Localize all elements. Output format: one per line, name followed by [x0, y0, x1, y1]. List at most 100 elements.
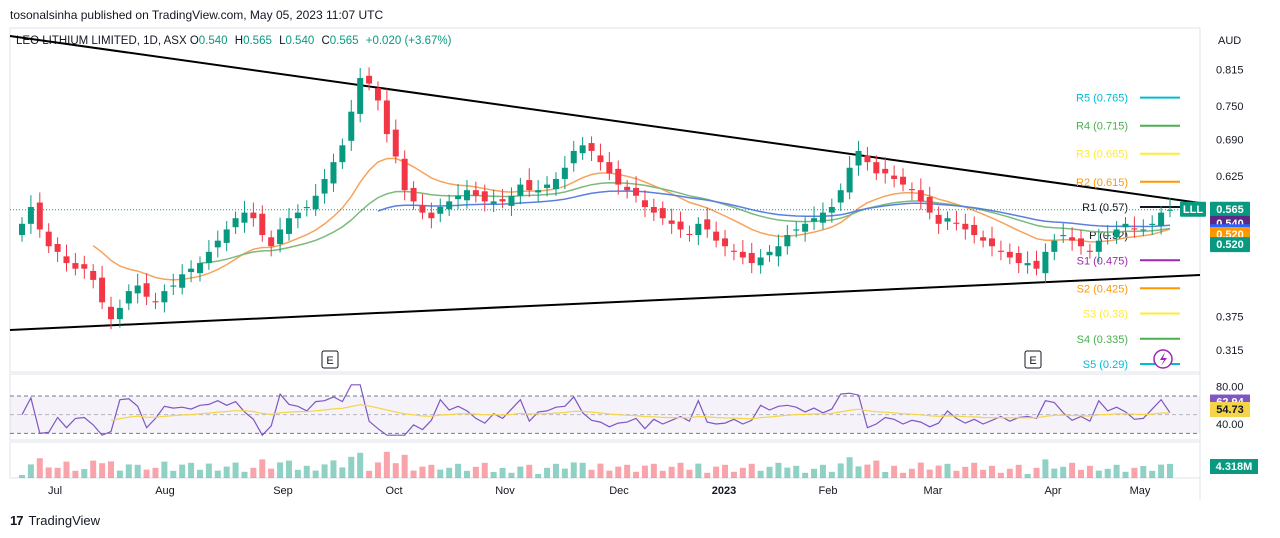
time-tick-label: Feb	[819, 485, 838, 497]
tradingview-logo[interactable]: 17 TradingView	[10, 513, 100, 528]
candle-body	[855, 150, 862, 166]
time-tick-label: Dec	[609, 485, 629, 497]
high-label: H	[234, 35, 244, 47]
candle-body	[944, 218, 951, 222]
candle-body	[793, 229, 800, 231]
candle-body	[1078, 238, 1085, 247]
price-badge	[1210, 201, 1250, 217]
volume-bar	[1086, 465, 1093, 478]
earnings-marker-label: E	[326, 355, 333, 367]
volume-bar	[81, 469, 88, 478]
price-tick-label: 0.315	[1216, 345, 1244, 357]
candle-body	[544, 184, 551, 188]
volume-bar	[926, 469, 933, 478]
volume-bar	[472, 466, 479, 478]
volume-bar	[232, 462, 239, 478]
volume-bar	[748, 463, 755, 478]
rsi-line	[21, 384, 1171, 437]
candle-body	[446, 201, 453, 210]
volume-bar	[428, 464, 435, 478]
candle-body	[1113, 229, 1120, 238]
candle-body	[526, 180, 533, 191]
time-tick-label: 2023	[712, 485, 736, 497]
candle-body	[188, 268, 195, 273]
earnings-marker-label: E	[1029, 355, 1036, 367]
volume-bar	[784, 467, 791, 478]
candle-body	[134, 285, 141, 294]
candle-body	[953, 222, 960, 224]
candle-body	[1140, 229, 1147, 231]
candle-body	[935, 214, 942, 224]
candle-body	[170, 285, 177, 287]
volume-bar	[597, 463, 604, 478]
candle-body	[268, 237, 275, 247]
volume-bar	[401, 454, 408, 478]
symbol-name: LEO LITHIUM LIMITED, 1D, ASX	[16, 35, 187, 47]
candle-body	[303, 207, 310, 209]
time-tick-label: May	[1130, 485, 1151, 497]
volume-bar	[615, 466, 622, 478]
volume-bar	[588, 469, 595, 478]
candle-body	[241, 212, 248, 223]
volume-bar	[1051, 468, 1058, 478]
volume-bar	[490, 472, 497, 478]
volume-bar	[1158, 464, 1165, 478]
candle-body	[374, 88, 381, 101]
volume-bar	[846, 457, 853, 478]
candle-body	[873, 162, 880, 174]
price-badge	[1210, 237, 1250, 253]
candle-body	[802, 223, 809, 232]
price-tick-label: 0.815	[1216, 65, 1244, 77]
volume-bar	[570, 462, 577, 478]
candle-body	[72, 263, 79, 269]
pivot-label-r5: R5 (0.765)	[1076, 93, 1128, 105]
candle-body	[962, 223, 969, 230]
volume-bar	[508, 472, 515, 478]
volume-bar	[908, 468, 915, 478]
candle-body	[677, 221, 684, 230]
volume-bar	[695, 463, 702, 478]
volume-bar	[1024, 474, 1031, 478]
volume-bar	[704, 472, 711, 478]
price-tick-label: 0.375	[1216, 311, 1244, 323]
volume-bar	[312, 470, 319, 478]
candle-body	[214, 240, 221, 248]
pivot-label-r4: R4 (0.715)	[1076, 121, 1128, 133]
volume-bar	[99, 463, 106, 478]
volume-bar	[962, 466, 969, 478]
candle-body	[1060, 235, 1067, 237]
candle-body	[27, 207, 34, 224]
price-pane	[9, 27, 1201, 373]
candle-body	[659, 208, 666, 219]
volume-bar	[855, 466, 862, 478]
candle-body	[472, 190, 479, 196]
volume-bar	[1015, 464, 1022, 478]
earnings-marker	[1024, 350, 1042, 369]
volume-bar	[828, 471, 835, 478]
candle-body	[223, 229, 230, 243]
volume-badge	[1210, 459, 1258, 474]
candle-body	[730, 250, 737, 252]
volume-bar	[188, 462, 195, 478]
candle-body	[846, 167, 853, 193]
volume-bar	[579, 462, 586, 478]
volume-bar	[980, 469, 987, 478]
volume-bar	[179, 464, 186, 478]
volume-bar	[196, 469, 203, 478]
volume-bar	[633, 471, 640, 478]
volume-bar	[819, 464, 826, 478]
candle-body	[1006, 251, 1013, 258]
price-tick-label: 0.690	[1216, 135, 1244, 147]
volume-bar	[277, 462, 284, 478]
candle-body	[1095, 240, 1102, 252]
candle-body	[517, 184, 524, 196]
volume-bar	[419, 466, 426, 478]
candle-body	[828, 207, 835, 213]
volume-bar	[526, 464, 533, 478]
volume-bar	[1006, 468, 1013, 478]
volume-bar	[730, 471, 737, 478]
symbol-legend: LEO LITHIUM LIMITED, 1D, ASX O0.540 H0.5…	[16, 35, 455, 47]
volume-bar	[624, 464, 631, 478]
candle-body	[570, 150, 577, 164]
